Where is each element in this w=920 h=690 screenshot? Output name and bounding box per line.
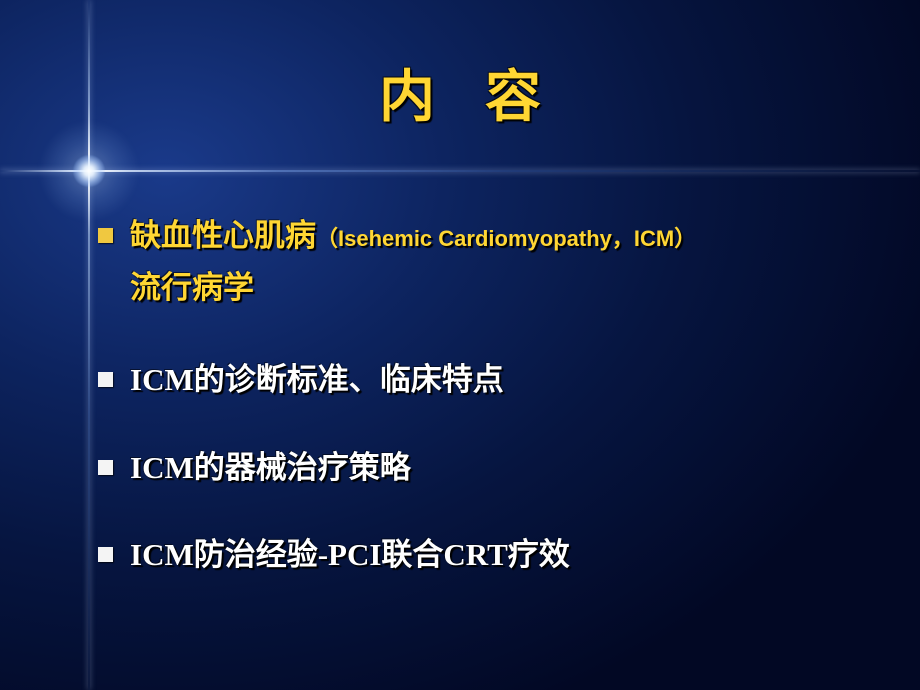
lens-flare-horizontal: [0, 170, 920, 172]
list-item-continuation: 流行病学: [98, 267, 880, 309]
lens-flare-core: [73, 155, 105, 187]
item-text: 缺血性心肌病（Isehemic Cardiomyopathy，ICM）: [130, 215, 696, 257]
bullet-icon: [98, 228, 113, 243]
content-list: 缺血性心肌病（Isehemic Cardiomyopathy，ICM） 流行病学…: [98, 215, 880, 622]
item-main: 缺血性心肌病: [130, 218, 316, 253]
bullet-icon: [98, 460, 113, 475]
item-sub: （Isehemic Cardiomyopathy，ICM）: [316, 226, 696, 251]
slide-title: 内容: [0, 52, 920, 133]
bullet-icon: [98, 372, 113, 387]
item-main: ICM的器械治疗策略: [130, 447, 411, 489]
list-item: ICM防治经验-PCI联合CRT疗效: [98, 534, 880, 576]
list-item: 缺血性心肌病（Isehemic Cardiomyopathy，ICM）: [98, 215, 880, 257]
item-line2: 流行病学: [130, 267, 254, 309]
list-item: ICM的诊断标准、临床特点: [98, 359, 880, 401]
bullet-icon: [98, 547, 113, 562]
item-main: ICM的诊断标准、临床特点: [130, 359, 504, 401]
item-main: ICM防治经验-PCI联合CRT疗效: [130, 534, 570, 576]
list-item: ICM的器械治疗策略: [98, 447, 880, 489]
